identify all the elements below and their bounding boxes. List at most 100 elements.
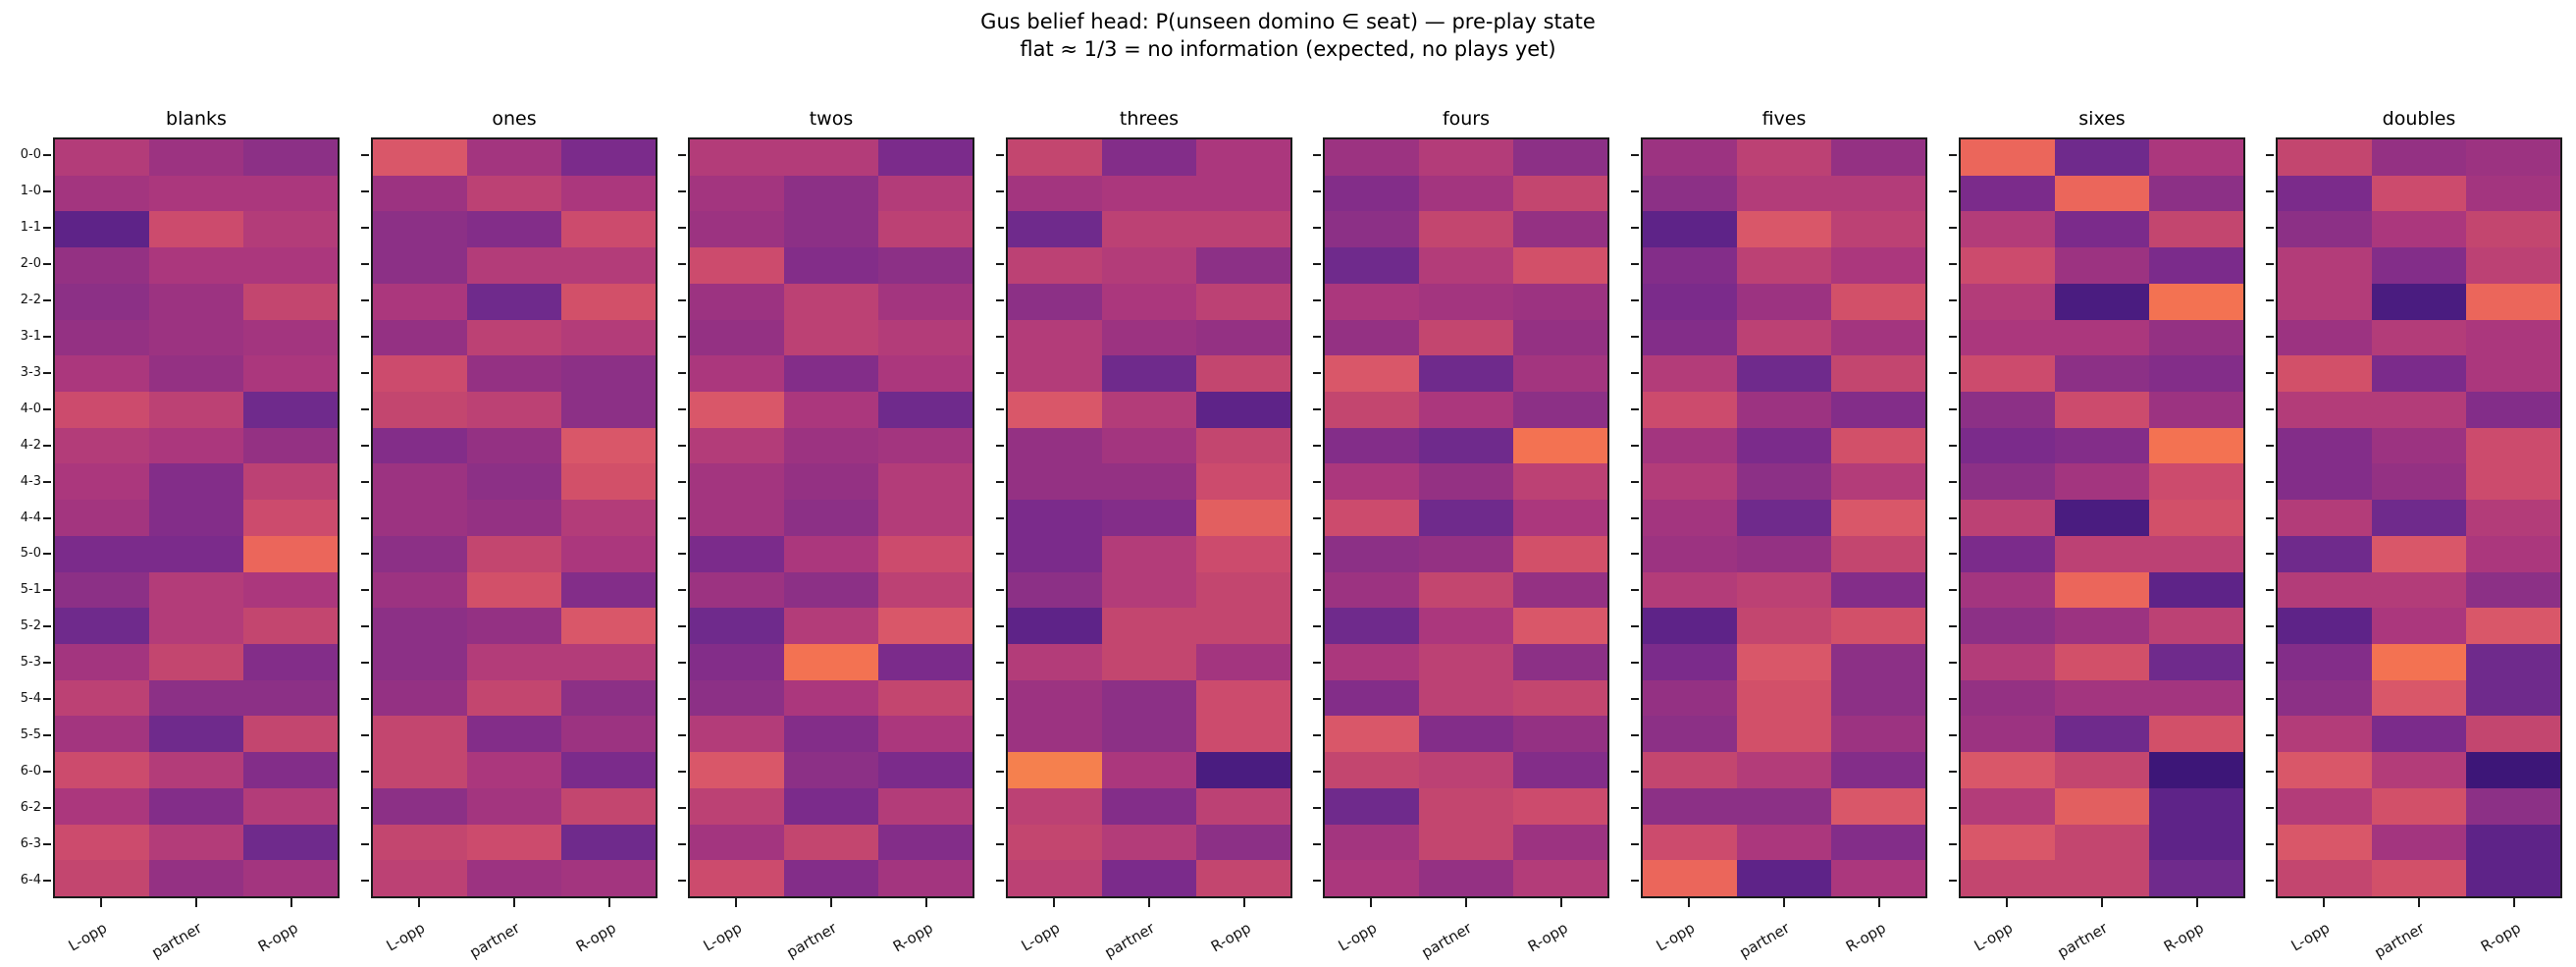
heatmap-cell: [1831, 463, 1925, 501]
heatmap-cell: [784, 608, 878, 644]
heatmap-cell: [55, 283, 149, 320]
axes: [1641, 137, 1927, 898]
heatmap-cell: [1325, 752, 1419, 788]
heatmap-cell: [149, 824, 243, 861]
x-tick-mark: [417, 898, 420, 907]
heatmap-cell: [1961, 355, 2055, 392]
heatmap-cell: [1737, 535, 1831, 572]
x-tick-mark: [1465, 898, 1467, 907]
heatmap-cell: [2149, 355, 2243, 392]
y-tick-mark: [1631, 480, 1639, 483]
heatmap-cell: [690, 787, 784, 825]
x-tick-label: L-opp: [2287, 919, 2333, 955]
heatmap-cell: [1513, 175, 1607, 212]
heatmap-cell: [1737, 427, 1831, 464]
heatmap-cell: [243, 716, 338, 753]
axes: [1006, 137, 1292, 898]
heatmap-cell: [1737, 247, 1831, 284]
heatmap-cell: [149, 355, 243, 392]
heatmap-cell: [1008, 535, 1102, 572]
heatmap-cell: [1325, 283, 1419, 320]
heatmap-cell: [2466, 824, 2560, 861]
y-tick-mark: [678, 698, 686, 701]
heatmap-cell: [149, 463, 243, 501]
heatmap-cell: [1513, 211, 1607, 248]
heatmap-cell: [55, 716, 149, 753]
heatmap-cell: [2149, 463, 2243, 501]
heatmap-cell: [1196, 535, 1290, 572]
y-tick-mark: [1949, 662, 1957, 665]
heatmap-cell: [1961, 283, 2055, 320]
heatmap-cell: [1325, 139, 1419, 176]
heatmap-cell: [690, 644, 784, 680]
y-tick-mark: [1949, 806, 1957, 809]
heatmap-cell: [373, 787, 467, 825]
y-tick-mark: [678, 662, 686, 665]
heatmap-cell: [690, 608, 784, 644]
y-tick-mark: [361, 263, 369, 266]
heatmap-cell: [1961, 139, 2055, 176]
heatmap-cell: [1102, 608, 1196, 644]
heatmap-cell: [2372, 679, 2466, 717]
heatmap-cell: [1961, 679, 2055, 717]
heatmap-cell: [1831, 787, 1925, 825]
heatmap-cell: [690, 355, 784, 392]
y-tick-mark: [1313, 480, 1321, 483]
heatmap-cell: [55, 787, 149, 825]
heatmap-cell: [1643, 427, 1737, 464]
heatmap-cell: [1737, 824, 1831, 861]
heatmap-cell: [55, 752, 149, 788]
heatmap-cell: [2278, 319, 2372, 356]
heatmap-cell: [1102, 175, 1196, 212]
y-tick-mark: [1631, 770, 1639, 773]
heatmap-cell: [1831, 211, 1925, 248]
x-tick-mark: [1148, 898, 1150, 907]
x-tick-label: L-opp: [700, 919, 745, 955]
y-tick-mark: [1631, 662, 1639, 665]
heatmap-cell: [1325, 392, 1419, 428]
heatmap-cell: [1325, 211, 1419, 248]
y-tick-mark: [2266, 154, 2274, 157]
y-tick-mark: [1313, 190, 1321, 193]
y-tick-mark: [361, 625, 369, 628]
y-tick-mark: [361, 733, 369, 736]
y-tick-mark: [678, 263, 686, 266]
y-tick-mark: [1949, 698, 1957, 701]
heatmap-cell: [784, 392, 878, 428]
y-tick-mark: [43, 806, 51, 809]
heatmap-cell: [2055, 427, 2149, 464]
y-tick-label: 2-0: [20, 256, 41, 272]
y-tick-mark: [1631, 553, 1639, 556]
y-tick-mark: [361, 879, 369, 882]
y-tick-mark: [43, 444, 51, 447]
heatmap-cell: [467, 427, 561, 464]
y-tick-label: 3-3: [20, 364, 41, 380]
x-tick-label: L-opp: [383, 919, 428, 955]
heatmap-cell: [561, 679, 656, 717]
y-tick-mark: [361, 480, 369, 483]
heatmap-cell: [2466, 392, 2560, 428]
y-tick-mark: [1949, 444, 1957, 447]
heatmap-cell: [2055, 392, 2149, 428]
heatmap-cell: [1196, 716, 1290, 753]
y-tick-mark: [2266, 553, 2274, 556]
heatmap-cell: [243, 787, 338, 825]
heatmap-cell: [1419, 752, 1513, 788]
heatmap-cell: [1737, 571, 1831, 609]
y-tick-mark: [2266, 879, 2274, 882]
heatmap-cell: [149, 787, 243, 825]
heatmap-cell: [1831, 139, 1925, 176]
heatmap-cell: [2372, 500, 2466, 536]
y-tick-mark: [996, 190, 1004, 193]
heatmap-cell: [1325, 175, 1419, 212]
heatmap-cell: [1325, 319, 1419, 356]
axes: [53, 137, 340, 898]
heatmap-cell: [1831, 535, 1925, 572]
heatmap-cell: [2278, 787, 2372, 825]
subplot-fours: fours L-opp partner R-opp: [1313, 108, 1609, 961]
heatmap-cell: [149, 139, 243, 176]
heatmap-cell: [373, 716, 467, 753]
heatmap-cell: [561, 392, 656, 428]
heatmap-cell: [1737, 860, 1831, 896]
heatmap-cell: [2149, 716, 2243, 753]
